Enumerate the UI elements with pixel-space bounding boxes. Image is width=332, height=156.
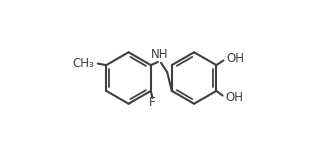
- Text: CH₃: CH₃: [72, 57, 94, 70]
- Text: F: F: [149, 96, 156, 109]
- Text: OH: OH: [226, 91, 244, 104]
- Text: OH: OH: [226, 52, 244, 65]
- Text: NH: NH: [151, 49, 168, 61]
